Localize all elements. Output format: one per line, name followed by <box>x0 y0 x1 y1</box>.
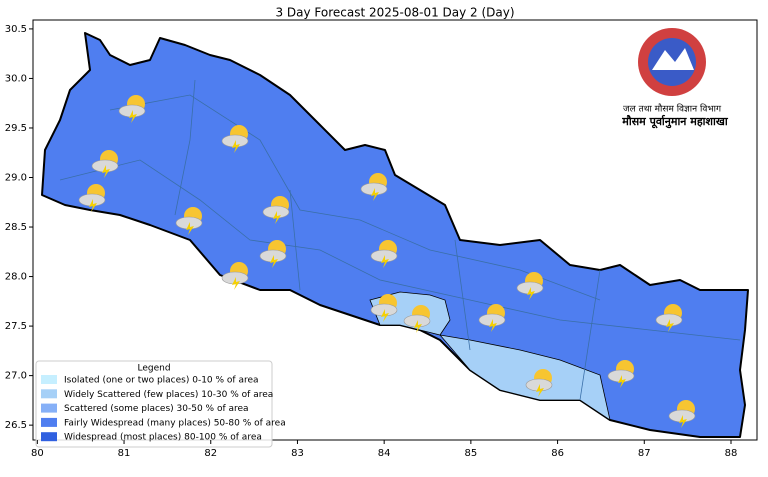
y-tick-label: 27.5 <box>5 321 27 332</box>
y-tick-label: 29.5 <box>5 123 27 134</box>
x-tick-label: 83 <box>291 448 304 459</box>
region-widely-scattered <box>438 334 611 421</box>
icon-bolt <box>273 211 281 224</box>
weather-icon <box>655 304 683 332</box>
icon-bolt <box>129 110 137 123</box>
icon-bolt <box>232 277 240 290</box>
logo: जल तथा मौसम विज्ञान विभाग मौसम पूर्वानुम… <box>621 28 729 129</box>
weather-icon <box>478 304 506 332</box>
map-title: 3 Day Forecast 2025-08-01 Day 2 (Day) <box>275 6 514 20</box>
y-tick-label: 26.5 <box>5 420 27 431</box>
icon-bolt <box>536 384 544 397</box>
x-tick-label: 85 <box>465 448 478 459</box>
legend-label: Widespread (most places) 80-100 % of are… <box>64 433 262 443</box>
x-tick-label: 84 <box>378 448 391 459</box>
logo-line2: मौसम पूर्वानुमान महाशाखा <box>621 114 729 129</box>
y-tick-label: 27.0 <box>5 371 27 382</box>
y-tick-label: 30.5 <box>5 24 27 35</box>
weather-icon <box>118 95 146 123</box>
legend-swatch <box>41 403 57 413</box>
weather-icon <box>403 305 431 333</box>
icon-bolt <box>414 320 422 333</box>
icon-bolt <box>527 287 535 300</box>
x-tick-label: 81 <box>118 448 131 459</box>
weather-icon <box>91 150 119 178</box>
weather-icon <box>78 184 106 212</box>
icon-bolt <box>102 165 110 178</box>
legend-title: Legend <box>137 364 170 374</box>
x-tick-label: 87 <box>638 448 651 459</box>
weather-icon <box>607 360 635 388</box>
weather-icon <box>370 240 398 268</box>
district-borders <box>59 79 741 401</box>
x-tick-label: 88 <box>725 448 738 459</box>
x-tick-label: 82 <box>204 448 217 459</box>
weather-icon <box>516 272 544 300</box>
y-tick-label: 28.5 <box>5 222 27 233</box>
weather-icon <box>221 262 249 290</box>
icon-bolt <box>89 199 97 212</box>
legend-label: Scattered (some places) 30-50 % of area <box>64 404 249 414</box>
icon-bolt <box>186 222 194 235</box>
logo-line1: जल तथा मौसम विज्ञान विभाग <box>623 103 722 115</box>
legend-label: Fairly Widespread (many places) 50-80 % … <box>64 418 286 428</box>
y-tick-label: 30.0 <box>5 73 27 84</box>
weather-icons <box>78 95 696 428</box>
icon-bolt <box>270 255 278 268</box>
legend-box <box>35 360 273 448</box>
icon-bolt <box>381 255 389 268</box>
weather-icon <box>360 173 388 201</box>
icon-bolt <box>618 375 626 388</box>
icon-bolt <box>381 309 389 322</box>
icon-bolt <box>679 415 687 428</box>
weather-icon <box>175 207 203 235</box>
y-tick-label: 29.0 <box>5 173 27 184</box>
icon-bolt <box>666 319 674 332</box>
legend-label: Isolated (one or two places) 0-10 % of a… <box>64 376 259 386</box>
legend-label: Widely Scattered (few places) 10-30 % of… <box>64 390 273 400</box>
legend-swatch <box>41 389 57 399</box>
x-tick-label: 86 <box>551 448 564 459</box>
weather-icon <box>668 400 696 428</box>
legend-swatch <box>41 432 57 442</box>
legend-swatch <box>41 417 57 427</box>
icon-bolt <box>232 140 240 153</box>
legend-swatch <box>41 375 57 384</box>
weather-icon <box>262 196 290 224</box>
icon-bolt <box>489 319 497 332</box>
weather-icon <box>370 294 398 322</box>
weather-icon <box>525 369 553 397</box>
weather-icon <box>221 125 249 153</box>
x-tick-label: 80 <box>31 448 44 459</box>
weather-icon <box>259 240 287 268</box>
legend: Legend Isolated (one or two places) 0-10… <box>35 360 286 448</box>
y-tick-label: 28.0 <box>5 272 27 283</box>
icon-bolt <box>371 188 379 201</box>
